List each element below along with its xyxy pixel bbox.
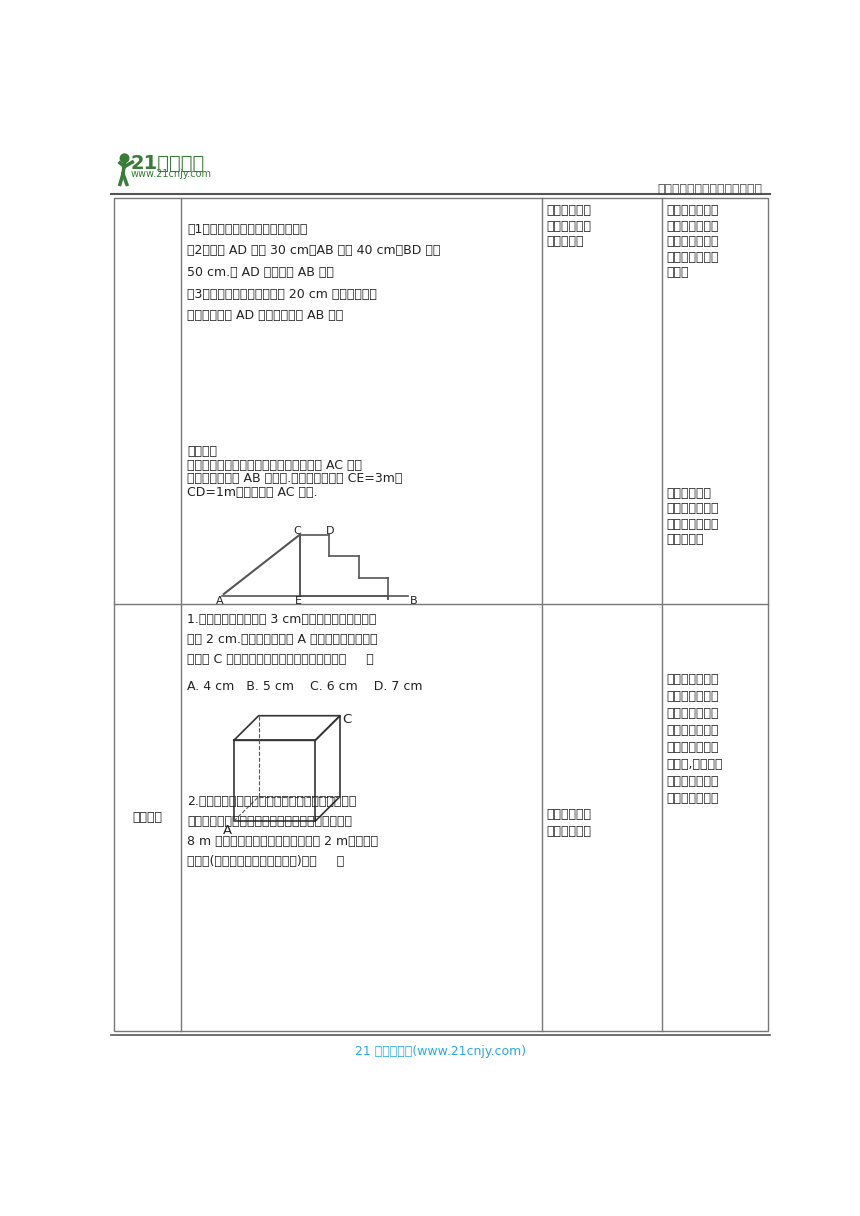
Text: 面到达 C 处，则蚂蚁爬行的最短路线的长为（     ）: 面到达 C 处，则蚂蚁爬行的最短路线的长为（ ）	[187, 653, 374, 666]
Text: 一道例题警讲: 一道例题警讲	[666, 488, 711, 500]
Text: 的目的，进一步: 的目的，进一步	[666, 792, 719, 805]
Text: 长为 2 cm.现有一只蚂蚁从 A 处出发，沿长方体表: 长为 2 cm.现有一只蚂蚁从 A 处出发，沿长方体表	[187, 634, 378, 647]
Text: 1.如图，长方体的高为 3 cm，底面是正方形，其边: 1.如图，长方体的高为 3 cm，底面是正方形，其边	[187, 613, 377, 626]
Text: 放置，则刚好与 AB 一样长.已知滑梯的高度 CE=3m，: 放置，则刚好与 AB 一样长.已知滑梯的高度 CE=3m，	[187, 472, 402, 485]
Text: C: C	[293, 525, 301, 535]
Text: B: B	[409, 596, 417, 606]
Text: A. 4 cm   B. 5 cm    C. 6 cm    D. 7 cm: A. 4 cm B. 5 cm C. 6 cm D. 7 cm	[187, 680, 423, 693]
Text: 数学，用数学」: 数学，用数学」	[666, 775, 719, 788]
Text: 求出这一题的: 求出这一题的	[546, 204, 591, 218]
Text: 例题警解: 例题警解	[187, 445, 218, 457]
Text: 21世纪教育: 21世纪教育	[131, 153, 205, 173]
Circle shape	[120, 154, 129, 163]
Text: CD=1m，试求滑道 AC 的长.: CD=1m，试求滑道 AC 的长.	[187, 486, 318, 500]
Text: 的过程，让学生: 的过程，让学生	[666, 220, 719, 232]
Text: （2）量得 AD 长是 30 cm，AB 长是 40 cm，BD 长是: （2）量得 AD 长是 30 cm，AB 长是 40 cm，BD 长是	[187, 244, 440, 258]
Text: E: E	[295, 596, 302, 606]
Text: A: A	[223, 823, 232, 837]
Text: A: A	[216, 596, 224, 606]
Text: 8 m 处，发现此时绳子末端距离地面 2 m，则旗杆: 8 m 处，发现此时绳子末端距离地面 2 m，则旗杆	[187, 835, 378, 848]
Text: 端刚好接触到地面，然后将绳子末端拉到距离旗杆: 端刚好接触到地面，然后将绳子末端拉到距离旗杆	[187, 815, 353, 828]
Text: 例：如图，是一个滑梯示意图，若将滑道 AC 水平: 例：如图，是一个滑梯示意图，若将滑道 AC 水平	[187, 458, 362, 472]
Text: www.21cnjy.com: www.21cnjy.com	[131, 169, 212, 179]
Text: 的应用,达到「学: 的应用,达到「学	[666, 758, 722, 771]
Text: 共同完成。: 共同完成。	[546, 235, 584, 248]
Text: 课堂练习: 课堂练习	[132, 811, 163, 824]
Text: 知识做练习。: 知识做练习。	[546, 826, 591, 838]
Bar	[114, 198, 768, 1031]
Text: 勾股定理实际应: 勾股定理实际应	[666, 518, 719, 531]
Text: 学习。: 学习。	[666, 266, 689, 278]
Text: 手，运用勾股定: 手，运用勾股定	[666, 691, 719, 703]
Text: 解增强学生对于: 解增强学生对于	[666, 502, 719, 516]
Text: 结果，由师生: 结果，由师生	[546, 220, 591, 232]
Text: 从简单的问题入: 从简单的问题入	[666, 674, 719, 686]
Text: 学生利用所学: 学生利用所学	[546, 809, 591, 821]
Text: 50 cm.边 AD 垂直于边 AB 吗？: 50 cm.边 AD 垂直于边 AB 吗？	[187, 266, 335, 278]
Text: 点，进一步巩固: 点，进一步巩固	[666, 250, 719, 264]
Text: 理解决问题，让: 理解决问题，让	[666, 708, 719, 720]
Text: 顾整个探究发现: 顾整个探究发现	[666, 204, 719, 218]
Text: 21 世纪教育网(www.21cnjy.com): 21 世纪教育网(www.21cnjy.com)	[355, 1046, 526, 1058]
Text: 说出所用的知识: 说出所用的知识	[666, 235, 719, 248]
Text: 学生在解题过程: 学生在解题过程	[666, 725, 719, 737]
Text: D: D	[326, 525, 335, 535]
Text: 有办法检验边 AD 是否垂直于边 AB 吗？: 有办法检验边 AD 是否垂直于边 AB 吗？	[187, 309, 344, 322]
Text: 中掌握勾股定理: 中掌握勾股定理	[666, 741, 719, 754]
Text: 2.如图，小亮将升旗的绳子拉到旗杆底端，绳子末: 2.如图，小亮将升旗的绳子拉到旗杆底端，绳子末	[187, 795, 357, 807]
Text: 中小学教育资源及组卷应用平台: 中小学教育资源及组卷应用平台	[657, 182, 762, 196]
Text: （3）若随身只有一个长度为 20 cm 的刻度尺，能: （3）若随身只有一个长度为 20 cm 的刻度尺，能	[187, 288, 378, 300]
Text: 的高度(滑轮上方的部分忽略不计)为（     ）: 的高度(滑轮上方的部分忽略不计)为（ ）	[187, 855, 345, 868]
Text: （1）你能替他想办法完成任务吗？: （1）你能替他想办法完成任务吗？	[187, 223, 308, 236]
Text: 用的理解。: 用的理解。	[666, 534, 703, 546]
Text: C: C	[342, 714, 352, 726]
